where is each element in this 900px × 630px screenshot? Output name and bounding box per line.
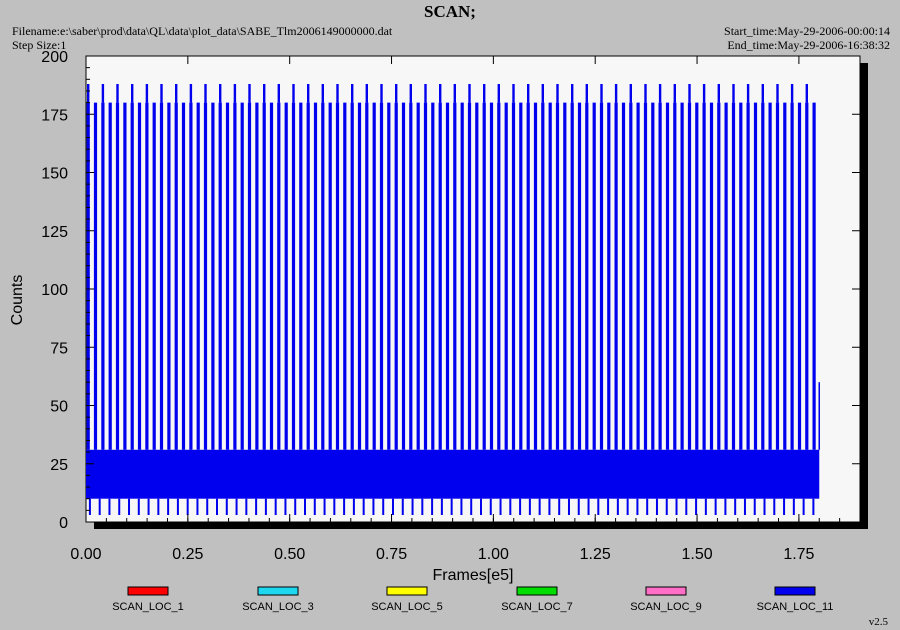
x-tick-label: 1.00 xyxy=(478,546,509,563)
x-axis-title: Frames[e5] xyxy=(433,567,514,584)
legend-swatch xyxy=(127,586,169,596)
x-tick-label: 0.00 xyxy=(70,546,101,563)
legend-swatch xyxy=(645,586,687,596)
version-label: v2.5 xyxy=(868,616,888,628)
filename-text: Filename:e:\saber\prod\data\QL\data\plot… xyxy=(12,24,393,38)
legend-swatch xyxy=(386,586,428,596)
end-time-text: End_time:May-29-2006-16:38:32 xyxy=(727,38,890,52)
legend-label: SCAN_LOC_9 xyxy=(630,601,702,613)
start-time-text: Start_time:May-29-2006-00:00:14 xyxy=(724,24,890,38)
legend-swatch xyxy=(774,586,816,596)
plot-area xyxy=(85,55,861,523)
axes-layer: 0 25 50 75 100 125 150 175 200 0.00 0.25 0.50 0.75 1.… xyxy=(41,49,860,563)
x-tick-label: 0.75 xyxy=(376,546,407,563)
step-size-text: Step Size:1 xyxy=(12,38,67,52)
legend: SCAN_LOC_1 SCAN_LOC_3 SCAN_LOC_5 SCAN_LOC_7… xyxy=(112,586,834,613)
data-layer xyxy=(86,83,821,516)
x-tick-label: 1.75 xyxy=(783,546,814,563)
series-peaks xyxy=(87,83,808,103)
y-tick-label: 25 xyxy=(50,457,68,474)
x-tick-label: 0.50 xyxy=(274,546,305,563)
y-axis-title: Counts xyxy=(9,275,26,326)
x-tick-label: 1.50 xyxy=(681,546,712,563)
y-tick-label: 100 xyxy=(41,282,68,299)
legend-swatch xyxy=(516,586,558,596)
series-spikes xyxy=(86,102,816,450)
series-band xyxy=(86,449,820,499)
legend-label: SCAN_LOC_7 xyxy=(501,601,573,613)
legend-label: SCAN_LOC_3 xyxy=(242,601,314,613)
y-tick-label: 0 xyxy=(59,515,68,532)
x-tick-label: 1.25 xyxy=(580,546,611,563)
y-tick-label: 75 xyxy=(50,340,68,357)
legend-swatch xyxy=(257,586,299,596)
chart-title: SCAN; xyxy=(424,2,476,21)
y-tick-label: 50 xyxy=(50,399,68,416)
y-tick-label: 125 xyxy=(41,224,68,241)
y-tick-label: 175 xyxy=(41,107,68,124)
legend-label: SCAN_LOC_11 xyxy=(757,601,834,613)
legend-label: SCAN_LOC_1 xyxy=(112,601,184,613)
y-tick-label: 200 xyxy=(41,49,68,66)
y-tick-label: 150 xyxy=(41,166,68,183)
legend-label: SCAN_LOC_5 xyxy=(371,601,443,613)
x-tick-label: 0.25 xyxy=(172,546,203,563)
